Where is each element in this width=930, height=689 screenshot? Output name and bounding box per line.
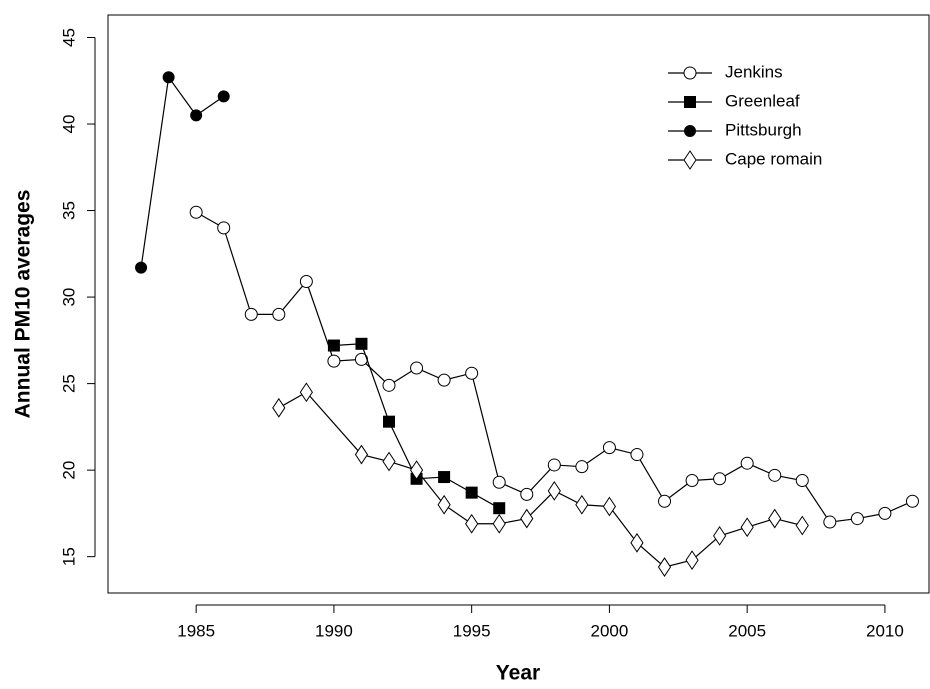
data-point	[878, 506, 892, 520]
data-point	[575, 494, 589, 515]
series-line	[140, 75, 225, 268]
y-axis-title: Annual PM10 averages	[12, 190, 35, 419]
data-point	[547, 480, 561, 501]
data-point	[272, 307, 286, 321]
data-point	[850, 512, 864, 526]
data-point	[189, 205, 203, 219]
data-point	[493, 502, 506, 515]
legend-marker	[684, 96, 696, 108]
data-point	[327, 339, 340, 352]
data-point	[299, 275, 313, 289]
legend-marker	[683, 150, 697, 170]
y-tick-label: 30	[59, 288, 78, 307]
data-point	[795, 474, 809, 488]
data-point	[244, 307, 258, 321]
x-tick-label: 2005	[728, 621, 766, 640]
legend-label: Cape romain	[725, 149, 822, 168]
data-point	[437, 373, 451, 387]
x-tick-label: 2010	[866, 621, 904, 640]
data-point	[575, 460, 589, 474]
data-point	[492, 475, 506, 489]
data-point	[823, 515, 837, 529]
data-point	[190, 109, 203, 122]
data-point	[465, 513, 479, 534]
y-tick-label: 45	[59, 28, 78, 47]
y-tick-label: 20	[59, 461, 78, 480]
data-point	[217, 90, 230, 103]
data-point	[520, 487, 534, 501]
data-point	[135, 261, 148, 274]
data-point	[299, 382, 313, 403]
data-point	[382, 378, 396, 392]
data-point	[465, 486, 478, 499]
legend-marker	[684, 125, 696, 137]
x-tick-label: 1985	[177, 621, 215, 640]
data-point	[602, 441, 616, 455]
data-point	[354, 444, 369, 465]
data-point	[658, 494, 672, 508]
data-point	[409, 460, 424, 481]
data-point	[437, 494, 451, 515]
data-point	[685, 474, 699, 488]
data-point	[657, 557, 672, 577]
data-point	[383, 415, 396, 428]
data-point	[547, 458, 561, 472]
legend-label: Jenkins	[725, 62, 783, 81]
data-point	[740, 517, 754, 538]
y-tick-label: 35	[59, 201, 78, 220]
data-point	[768, 468, 782, 482]
plot-frame	[107, 14, 930, 594]
x-axis-title: Year	[496, 662, 540, 685]
data-point	[355, 337, 368, 350]
data-point	[492, 513, 506, 534]
data-point	[795, 515, 809, 536]
data-point	[713, 525, 727, 546]
data-point	[685, 550, 699, 571]
legend-label: Pittsburgh	[725, 120, 802, 139]
data-point	[630, 532, 644, 553]
data-point	[410, 361, 424, 375]
data-point	[905, 494, 919, 508]
data-point	[327, 354, 341, 368]
data-point	[272, 397, 286, 418]
data-point	[520, 508, 534, 529]
data-point	[740, 456, 754, 470]
legend-label: Greenleaf	[725, 91, 800, 110]
data-point	[630, 448, 644, 462]
y-tick-label: 15	[59, 547, 78, 566]
data-point	[602, 496, 617, 517]
y-tick-label: 40	[59, 115, 78, 134]
x-tick-label: 1990	[315, 621, 353, 640]
data-point	[465, 366, 479, 380]
x-tick-label: 2000	[591, 621, 629, 640]
legend-marker	[683, 66, 697, 80]
y-tick-label: 25	[59, 374, 78, 393]
data-point	[768, 508, 782, 529]
data-point	[713, 472, 727, 486]
x-tick-label: 1995	[453, 621, 491, 640]
data-point	[382, 451, 396, 472]
data-point	[438, 471, 451, 484]
data-point	[162, 71, 175, 84]
data-point	[217, 221, 231, 235]
